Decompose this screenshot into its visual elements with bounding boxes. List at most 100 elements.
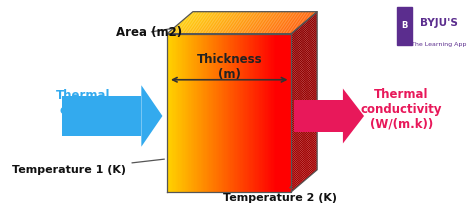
Bar bbox=[285, 34, 287, 192]
Bar bbox=[242, 34, 244, 192]
Polygon shape bbox=[292, 103, 317, 127]
Polygon shape bbox=[292, 18, 317, 42]
Polygon shape bbox=[182, 12, 210, 34]
Bar bbox=[216, 34, 218, 192]
Polygon shape bbox=[292, 132, 317, 156]
Bar bbox=[188, 34, 190, 192]
Bar bbox=[283, 34, 284, 192]
Bar bbox=[222, 34, 224, 192]
Polygon shape bbox=[292, 120, 317, 144]
Polygon shape bbox=[292, 168, 317, 192]
Polygon shape bbox=[292, 164, 317, 188]
Polygon shape bbox=[292, 12, 317, 36]
Polygon shape bbox=[204, 12, 232, 34]
Polygon shape bbox=[282, 12, 310, 34]
Polygon shape bbox=[232, 12, 260, 34]
Polygon shape bbox=[217, 12, 244, 34]
Bar bbox=[260, 34, 262, 192]
Polygon shape bbox=[212, 12, 239, 34]
Bar bbox=[263, 34, 264, 192]
Bar bbox=[252, 34, 254, 192]
Bar bbox=[218, 34, 220, 192]
Polygon shape bbox=[292, 101, 317, 125]
Polygon shape bbox=[292, 138, 317, 162]
Polygon shape bbox=[292, 33, 317, 57]
Polygon shape bbox=[292, 43, 317, 67]
Bar bbox=[246, 34, 247, 192]
Bar bbox=[173, 34, 175, 192]
Bar bbox=[230, 34, 232, 192]
Polygon shape bbox=[292, 150, 317, 174]
Bar bbox=[226, 34, 228, 192]
Bar bbox=[284, 34, 286, 192]
Polygon shape bbox=[292, 110, 317, 134]
Bar bbox=[244, 34, 246, 192]
Bar bbox=[238, 34, 240, 192]
Bar bbox=[197, 34, 199, 192]
Text: Thermal
energy
(W): Thermal energy (W) bbox=[55, 89, 110, 132]
Bar bbox=[265, 34, 267, 192]
Polygon shape bbox=[210, 12, 238, 34]
Polygon shape bbox=[292, 29, 317, 53]
Polygon shape bbox=[200, 12, 227, 34]
Bar bbox=[203, 34, 205, 192]
Bar bbox=[171, 34, 173, 192]
Bar bbox=[275, 34, 277, 192]
Polygon shape bbox=[221, 12, 249, 34]
Bar bbox=[253, 34, 255, 192]
Polygon shape bbox=[277, 12, 305, 34]
Polygon shape bbox=[206, 12, 233, 34]
Bar bbox=[223, 34, 225, 192]
Polygon shape bbox=[187, 12, 215, 34]
Bar bbox=[181, 34, 183, 192]
Polygon shape bbox=[292, 134, 317, 158]
Polygon shape bbox=[292, 91, 317, 115]
Bar bbox=[246, 34, 248, 192]
Polygon shape bbox=[276, 12, 303, 34]
Bar bbox=[255, 34, 257, 192]
Bar bbox=[269, 34, 271, 192]
Bar bbox=[174, 34, 176, 192]
Polygon shape bbox=[292, 77, 317, 101]
Polygon shape bbox=[292, 87, 317, 111]
Polygon shape bbox=[208, 12, 235, 34]
Bar bbox=[272, 34, 273, 192]
Polygon shape bbox=[170, 12, 198, 34]
Polygon shape bbox=[292, 99, 317, 123]
Polygon shape bbox=[292, 61, 317, 85]
Bar bbox=[200, 34, 201, 192]
Bar bbox=[172, 34, 174, 192]
Polygon shape bbox=[251, 12, 278, 34]
Polygon shape bbox=[292, 75, 317, 99]
Text: BYJU'S: BYJU'S bbox=[420, 18, 458, 28]
Polygon shape bbox=[292, 142, 317, 166]
Polygon shape bbox=[288, 12, 316, 34]
Polygon shape bbox=[292, 154, 317, 178]
Bar bbox=[270, 34, 272, 192]
Bar bbox=[397, 7, 412, 45]
Polygon shape bbox=[225, 12, 252, 34]
Bar bbox=[201, 34, 202, 192]
Bar bbox=[194, 34, 196, 192]
Polygon shape bbox=[343, 89, 364, 143]
Bar bbox=[249, 34, 251, 192]
Bar bbox=[167, 34, 169, 192]
Bar bbox=[266, 34, 268, 192]
Polygon shape bbox=[292, 162, 317, 186]
Bar bbox=[186, 34, 188, 192]
Polygon shape bbox=[270, 12, 297, 34]
Polygon shape bbox=[292, 67, 317, 91]
Polygon shape bbox=[249, 12, 277, 34]
Polygon shape bbox=[259, 12, 286, 34]
Polygon shape bbox=[292, 65, 317, 89]
Polygon shape bbox=[292, 118, 317, 142]
Polygon shape bbox=[292, 55, 317, 79]
Polygon shape bbox=[292, 81, 317, 105]
Polygon shape bbox=[290, 12, 317, 34]
Polygon shape bbox=[257, 12, 284, 34]
Bar bbox=[191, 34, 192, 192]
Polygon shape bbox=[192, 12, 219, 34]
Bar bbox=[278, 34, 280, 192]
Polygon shape bbox=[292, 69, 317, 93]
Bar bbox=[294, 99, 343, 132]
